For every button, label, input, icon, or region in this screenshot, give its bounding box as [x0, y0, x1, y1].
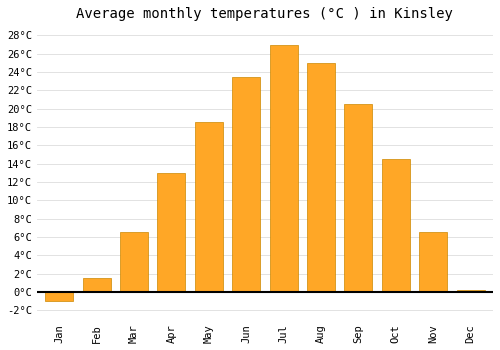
- Bar: [232, 77, 260, 292]
- Bar: [158, 173, 186, 292]
- Bar: [419, 232, 447, 292]
- Title: Average monthly temperatures (°C ) in Kinsley: Average monthly temperatures (°C ) in Ki…: [76, 7, 454, 21]
- Bar: [344, 104, 372, 292]
- Bar: [82, 278, 110, 292]
- Bar: [270, 44, 297, 292]
- Bar: [382, 159, 410, 292]
- Bar: [45, 292, 74, 301]
- Bar: [307, 63, 335, 292]
- Bar: [195, 122, 223, 292]
- Bar: [456, 290, 484, 292]
- Bar: [120, 232, 148, 292]
